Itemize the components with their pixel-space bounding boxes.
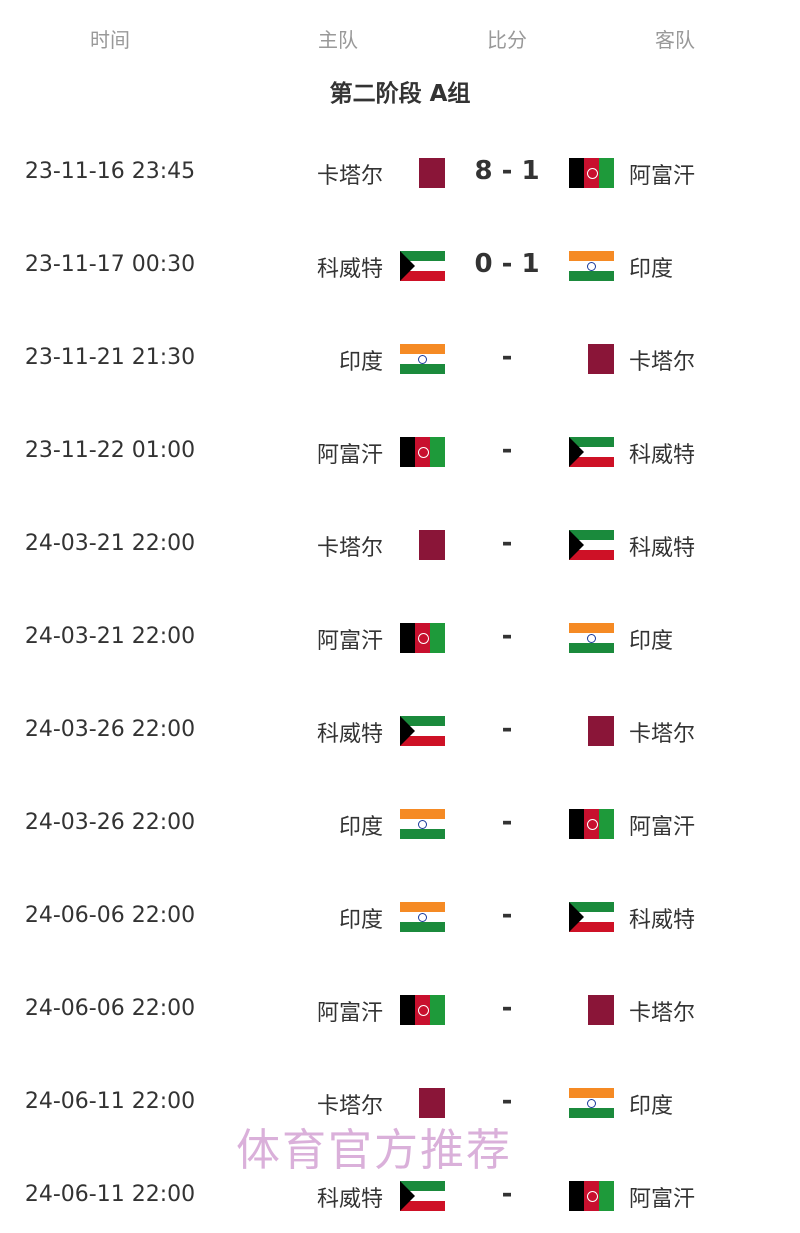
match-row[interactable]: 24-06-11 22:00 卡塔尔 - 印度: [0, 1083, 800, 1123]
home-team: 卡塔尔: [316, 164, 383, 189]
match-time: 24-06-11 22:00: [24, 1089, 196, 1114]
home-team: 科威特: [316, 722, 383, 747]
match-time: 23-11-22 01:00: [24, 438, 196, 463]
match-row[interactable]: 24-03-21 22:00 卡塔尔 - 科威特: [0, 525, 800, 565]
header-away: 客队: [655, 28, 695, 52]
match-row[interactable]: 24-06-06 22:00 阿富汗 - 卡塔尔: [0, 990, 800, 1030]
home-team: 卡塔尔: [316, 536, 383, 561]
match-time: 24-06-06 22:00: [24, 996, 196, 1021]
match-row[interactable]: 23-11-22 01:00 阿富汗 - 科威特: [0, 432, 800, 472]
match-time: 24-06-06 22:00: [24, 903, 196, 928]
match-row[interactable]: 23-11-21 21:30 印度 - 卡塔尔: [0, 339, 800, 379]
header-home: 主队: [318, 28, 358, 52]
match-row[interactable]: 23-11-17 00:30 科威特 0 - 1 印度: [0, 246, 800, 286]
match-row[interactable]: 24-06-06 22:00 印度 - 科威特: [0, 897, 800, 937]
match-row[interactable]: 24-03-26 22:00 科威特 - 卡塔尔: [0, 711, 800, 751]
away-team: 印度: [629, 1094, 674, 1119]
home-team: 印度: [338, 815, 383, 840]
header-time: 时间: [90, 28, 130, 52]
india-flag-icon: [569, 1088, 614, 1118]
home-team: 科威特: [316, 257, 383, 282]
qatar-flag-icon: [413, 1088, 445, 1118]
match-score: -: [501, 807, 513, 837]
match-time: 23-11-16 23:45: [24, 159, 196, 184]
away-team: 印度: [629, 257, 674, 282]
afghanistan-flag-icon: [569, 158, 614, 188]
group-title: 第二阶段 A组: [329, 81, 471, 107]
away-team: 卡塔尔: [629, 1001, 696, 1026]
home-team: 科威特: [316, 1187, 383, 1212]
kuwait-flag-icon: [400, 716, 445, 746]
match-score: -: [501, 528, 513, 558]
india-flag-icon: [400, 344, 445, 374]
match-score: 0 - 1: [474, 249, 540, 279]
away-team: 卡塔尔: [629, 722, 696, 747]
afghanistan-flag-icon: [569, 809, 614, 839]
home-team: 卡塔尔: [316, 1094, 383, 1119]
kuwait-flag-icon: [569, 902, 614, 932]
home-team: 印度: [338, 350, 383, 375]
home-team: 阿富汗: [316, 629, 383, 654]
qatar-flag-icon: [582, 716, 614, 746]
afghanistan-flag-icon: [400, 437, 445, 467]
kuwait-flag-icon: [400, 1181, 445, 1211]
home-team: 阿富汗: [316, 443, 383, 468]
match-row[interactable]: 24-03-21 22:00 阿富汗 - 印度: [0, 618, 800, 658]
kuwait-flag-icon: [569, 437, 614, 467]
away-team: 印度: [629, 629, 674, 654]
match-row[interactable]: 23-11-16 23:45 卡塔尔 8 - 1 阿富汗: [0, 153, 800, 193]
match-time: 23-11-21 21:30: [24, 345, 196, 370]
match-score: -: [501, 1179, 513, 1209]
india-flag-icon: [569, 623, 614, 653]
match-score: -: [501, 1086, 513, 1116]
match-score: -: [501, 993, 513, 1023]
match-score: -: [501, 621, 513, 651]
kuwait-flag-icon: [400, 251, 445, 281]
india-flag-icon: [569, 251, 614, 281]
away-team: 阿富汗: [629, 164, 696, 189]
away-team: 阿富汗: [629, 815, 696, 840]
header-score: 比分: [487, 28, 527, 52]
afghanistan-flag-icon: [400, 995, 445, 1025]
qatar-flag-icon: [413, 158, 445, 188]
away-team: 科威特: [629, 536, 696, 561]
home-team: 阿富汗: [316, 1001, 383, 1026]
match-time: 23-11-17 00:30: [24, 252, 196, 277]
match-score: -: [501, 342, 513, 372]
match-time: 24-03-26 22:00: [24, 717, 196, 742]
home-team: 印度: [338, 908, 383, 933]
qatar-flag-icon: [582, 995, 614, 1025]
kuwait-flag-icon: [569, 530, 614, 560]
india-flag-icon: [400, 809, 445, 839]
afghanistan-flag-icon: [569, 1181, 614, 1211]
away-team: 阿富汗: [629, 1187, 696, 1212]
match-time: 24-03-26 22:00: [24, 810, 196, 835]
match-score: -: [501, 435, 513, 465]
away-team: 科威特: [629, 443, 696, 468]
match-score: 8 - 1: [474, 156, 540, 186]
match-time: 24-06-11 22:00: [24, 1182, 196, 1207]
match-time: 24-03-21 22:00: [24, 624, 196, 649]
watermark: 体育官方推荐: [236, 1125, 512, 1176]
match-row[interactable]: 24-06-11 22:00 科威特 - 阿富汗: [0, 1176, 800, 1216]
match-score: -: [501, 900, 513, 930]
afghanistan-flag-icon: [400, 623, 445, 653]
match-row[interactable]: 24-03-26 22:00 印度 - 阿富汗: [0, 804, 800, 844]
match-time: 24-03-21 22:00: [24, 531, 196, 556]
match-score: -: [501, 714, 513, 744]
away-team: 科威特: [629, 908, 696, 933]
qatar-flag-icon: [582, 344, 614, 374]
away-team: 卡塔尔: [629, 350, 696, 375]
qatar-flag-icon: [413, 530, 445, 560]
india-flag-icon: [400, 902, 445, 932]
